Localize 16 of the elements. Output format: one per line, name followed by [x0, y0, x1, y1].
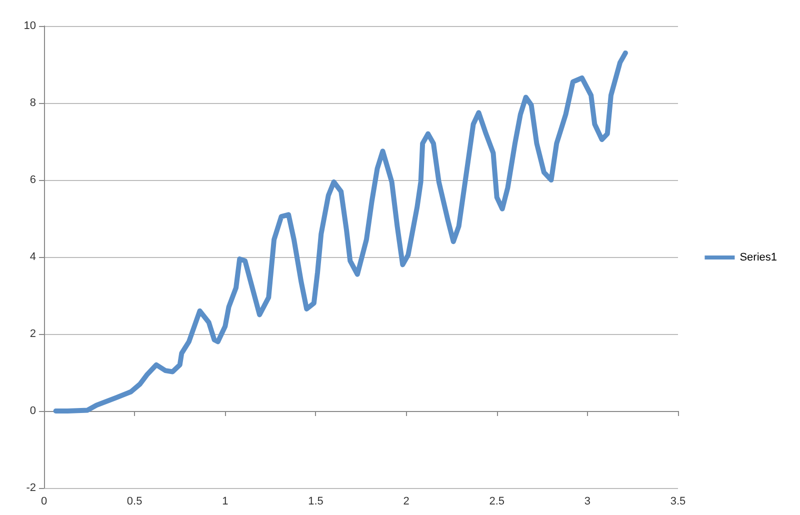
x-tick-label: 3: [584, 496, 590, 508]
x-tick-label: 0.5: [126, 496, 142, 508]
y-tick-label: 0: [30, 405, 36, 417]
y-tick-label: 8: [30, 97, 36, 109]
y-tick-label: 2: [30, 328, 36, 340]
x-tick-label: 1.5: [308, 496, 324, 508]
y-tick-label: -2: [26, 482, 36, 494]
legend-label: Series1: [740, 252, 777, 264]
x-tick-label: 3.5: [670, 496, 686, 508]
x-tick-label: 2.5: [489, 496, 505, 508]
x-tick-label: 1: [222, 496, 228, 508]
x-tick-label: 2: [403, 496, 410, 508]
y-tick-label: 6: [30, 174, 36, 186]
x-tick-label: 0: [40, 496, 48, 508]
y-tick-label: 10: [24, 20, 36, 32]
y-tick-label: 4: [30, 251, 36, 263]
